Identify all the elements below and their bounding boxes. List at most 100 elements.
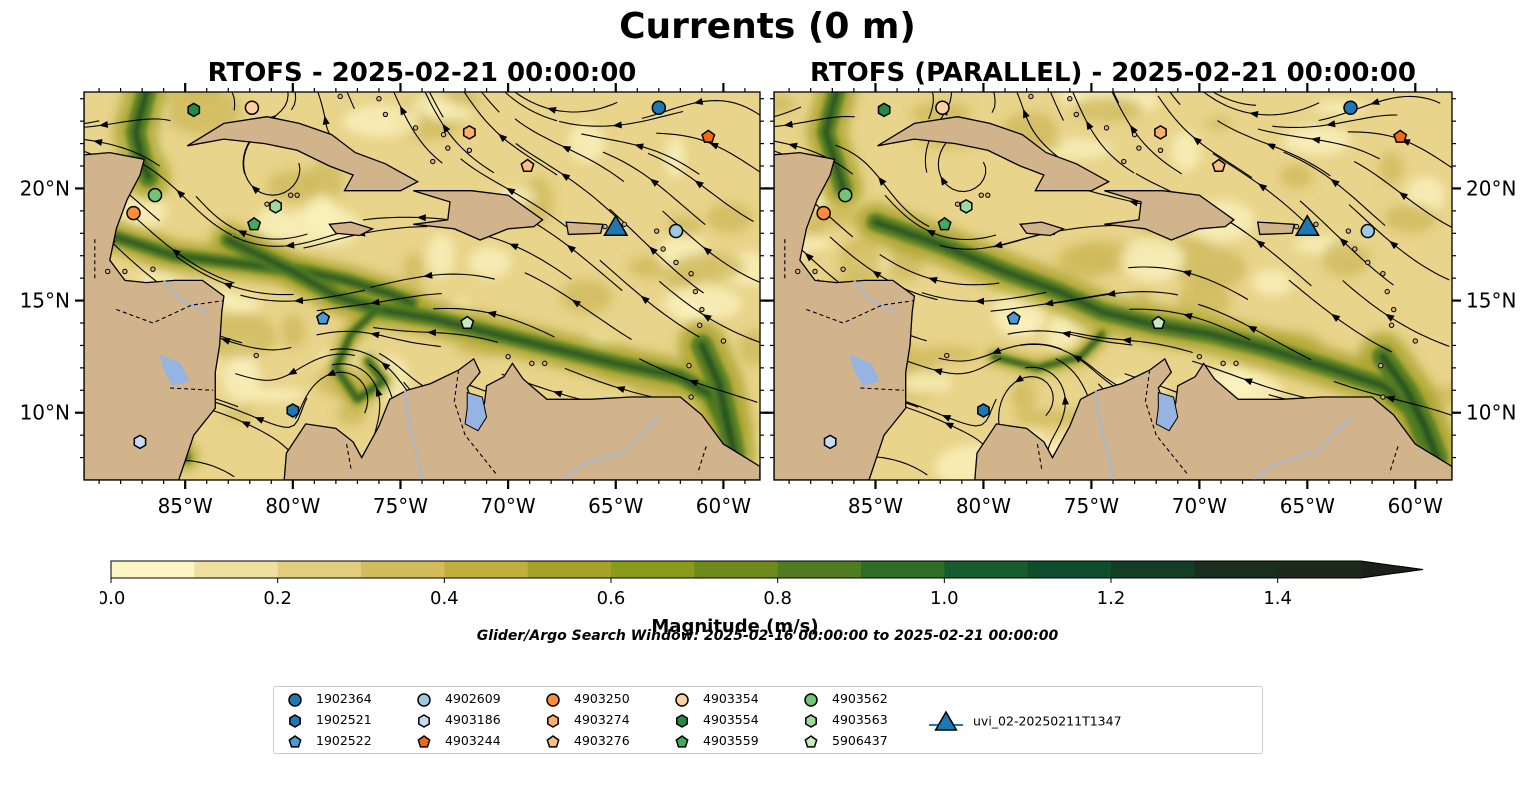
island — [1365, 259, 1371, 266]
island — [466, 147, 473, 154]
streamline-arrow — [634, 143, 644, 151]
map-panel-rtofs-parallel: 85°W 80°W 75°W 70°W 65°W 60°W 10°N 15°N 20°N — [765, 83, 1516, 518]
streamline-arrow — [1385, 313, 1395, 322]
colorbar-tick-label: 0.8 — [763, 588, 792, 609]
y-tick-label: 10°N — [1466, 401, 1516, 425]
streamline — [84, 118, 171, 128]
island — [529, 360, 535, 367]
streamline-arrow — [640, 295, 650, 304]
marker-4902609 — [668, 223, 684, 239]
marker-4903276 — [520, 158, 535, 173]
streamline-arrow — [223, 282, 233, 290]
legend-label: 4903274 — [574, 712, 630, 727]
island — [954, 201, 961, 207]
colorbar-segment — [194, 561, 279, 578]
legend-marker — [288, 692, 302, 707]
streamline-arrow — [1014, 375, 1024, 383]
island — [1378, 362, 1384, 369]
island — [1233, 360, 1239, 367]
legend-marker — [934, 710, 958, 731]
colorbar-tick-label: 0.4 — [430, 588, 459, 609]
marker-uvi_02-20250211T1347 — [603, 214, 629, 237]
country-border — [170, 387, 214, 391]
streamline-arrow — [38, 235, 47, 243]
streamline-arrow — [1258, 501, 1267, 508]
streamline-arrow — [1122, 337, 1132, 344]
island — [440, 131, 447, 138]
marker-1902521 — [977, 403, 990, 418]
streamline-arrow — [1183, 313, 1193, 320]
streamline — [1212, 92, 1257, 106]
river — [162, 279, 208, 313]
land-polygon — [1104, 190, 1235, 241]
marker-4903276 — [1211, 158, 1226, 173]
legend-marker — [676, 713, 688, 728]
island — [840, 266, 846, 272]
x-tick-label: 65°W — [1280, 494, 1335, 518]
streamline-arrow — [975, 297, 984, 305]
streamline — [370, 273, 495, 288]
legend-marker — [805, 713, 817, 728]
circle-marker-icon — [804, 692, 818, 707]
streamline-arrow — [370, 331, 380, 339]
streamline-arrow — [1106, 290, 1116, 297]
streamline — [780, 477, 787, 480]
marker-1902364 — [1343, 100, 1358, 115]
streamline-arrow — [509, 243, 519, 251]
streamline-arrow — [1072, 355, 1083, 363]
streamline — [503, 92, 558, 122]
pentagon-marker-icon — [417, 734, 431, 748]
island — [978, 192, 984, 198]
island — [376, 96, 382, 102]
pentagon-marker-icon — [288, 734, 302, 748]
streamline-arrow — [98, 121, 109, 128]
marker-4903554 — [187, 102, 201, 118]
streamline — [1068, 331, 1193, 354]
y-tick-label: 15°N — [1466, 289, 1516, 313]
island — [1293, 223, 1300, 230]
streamline-arrow — [615, 386, 626, 393]
streamline-arrow — [442, 123, 451, 133]
streamline-arrow — [400, 105, 408, 116]
streamline-arrow — [220, 338, 231, 345]
marker-4903559 — [937, 216, 952, 231]
streamline — [774, 106, 802, 118]
colorbar-segment — [444, 561, 529, 578]
y-tick-label: 10°N — [20, 401, 70, 425]
streamline-arrow — [254, 417, 265, 424]
streamline-arrow — [241, 421, 251, 429]
streamline — [1016, 92, 1068, 165]
marker-4903274 — [462, 125, 476, 140]
legend-label: 1902522 — [316, 733, 372, 748]
streamline — [1257, 128, 1380, 160]
colorbar-segment — [861, 561, 945, 578]
island — [104, 268, 111, 275]
land-polygon — [774, 92, 916, 480]
island — [1028, 93, 1034, 100]
legend-item-4903186: 4903186 — [413, 711, 501, 729]
streamline-arrow — [1398, 191, 1409, 200]
colorbar-segment — [527, 561, 612, 578]
streamline — [146, 475, 166, 480]
streamline — [393, 92, 443, 164]
x-tick-label: 85°W — [158, 494, 213, 518]
streamline — [1049, 92, 1064, 121]
land-polygon — [1019, 221, 1066, 237]
island — [1388, 322, 1395, 328]
streamline-arrow — [928, 277, 938, 284]
circle-marker-icon — [675, 692, 689, 707]
streamline-arrow — [1061, 330, 1071, 338]
streamline — [1272, 114, 1398, 128]
streamline-arrow — [1044, 299, 1054, 307]
figure-suptitle: Currents (0 m) — [619, 6, 916, 47]
island — [720, 338, 727, 344]
streamline-arrow — [693, 98, 704, 105]
streamline-arrow — [1243, 378, 1253, 386]
river — [1252, 416, 1352, 480]
streamline-arrow — [566, 244, 576, 253]
streamline-arrow — [1086, 120, 1094, 131]
streamline-arrow — [251, 185, 261, 194]
marker-4902609 — [1360, 223, 1376, 239]
island — [122, 268, 128, 275]
streamline-arrow — [991, 347, 1002, 354]
